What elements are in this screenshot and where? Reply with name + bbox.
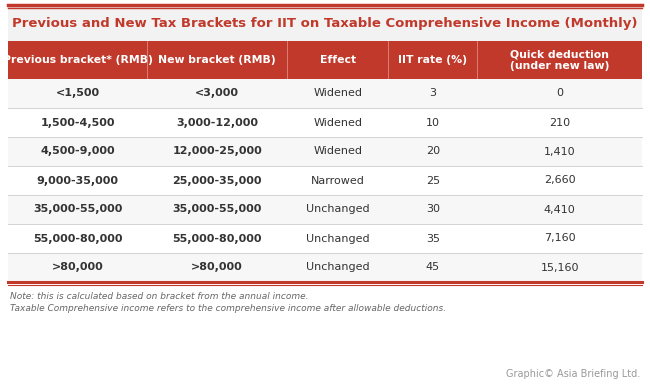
Bar [8, 166, 642, 195]
Text: IIT rate (%): IIT rate (%) [398, 55, 467, 65]
Text: Unchanged: Unchanged [306, 233, 369, 243]
Text: 0: 0 [556, 89, 563, 99]
Text: Widened: Widened [313, 89, 362, 99]
Text: <3,000: <3,000 [195, 89, 239, 99]
Text: Unchanged: Unchanged [306, 204, 369, 214]
Text: 55,000-80,000: 55,000-80,000 [33, 233, 122, 243]
Bar [8, 41, 642, 79]
Text: 3,000-12,000: 3,000-12,000 [176, 117, 258, 127]
Bar [8, 5, 642, 41]
Text: Widened: Widened [313, 117, 362, 127]
Text: 210: 210 [549, 117, 570, 127]
Bar [8, 253, 642, 282]
Bar [8, 224, 642, 253]
Text: 35,000-55,000: 35,000-55,000 [172, 204, 262, 214]
Text: New bracket (RMB): New bracket (RMB) [159, 55, 276, 65]
Text: 4,410: 4,410 [543, 204, 575, 214]
Text: Previous and New Tax Brackets for IIT on Taxable Comprehensive Income (Monthly): Previous and New Tax Brackets for IIT on… [12, 17, 638, 30]
Text: 9,000-35,000: 9,000-35,000 [37, 176, 119, 186]
Text: 55,000-80,000: 55,000-80,000 [172, 233, 262, 243]
Text: 2,660: 2,660 [544, 176, 575, 186]
Text: 12,000-25,000: 12,000-25,000 [172, 147, 262, 156]
Text: >80,000: >80,000 [191, 263, 243, 273]
Text: 20: 20 [426, 147, 440, 156]
Bar [8, 108, 642, 137]
Bar [8, 137, 642, 166]
Text: 25,000-35,000: 25,000-35,000 [172, 176, 262, 186]
Text: <1,500: <1,500 [56, 89, 100, 99]
Text: >80,000: >80,000 [52, 263, 103, 273]
Text: Unchanged: Unchanged [306, 263, 369, 273]
Text: Note: this is calculated based on bracket from the annual income.: Note: this is calculated based on bracke… [10, 292, 309, 301]
Text: 30: 30 [426, 204, 440, 214]
Bar [8, 79, 642, 108]
Bar [8, 195, 642, 224]
Text: 15,160: 15,160 [540, 263, 579, 273]
Text: Narrowed: Narrowed [311, 176, 365, 186]
Text: 10: 10 [426, 117, 440, 127]
Text: 1,410: 1,410 [544, 147, 575, 156]
Text: Taxable Comprehensive income refers to the comprehensive income after allowable : Taxable Comprehensive income refers to t… [10, 304, 446, 313]
Text: 3: 3 [429, 89, 436, 99]
Text: 35: 35 [426, 233, 440, 243]
Text: 7,160: 7,160 [544, 233, 575, 243]
Text: 4,500-9,000: 4,500-9,000 [40, 147, 115, 156]
Text: Effect: Effect [320, 55, 356, 65]
Text: Previous bracket* (RMB): Previous bracket* (RMB) [3, 55, 153, 65]
Text: 25: 25 [426, 176, 440, 186]
Text: Quick deduction
(under new law): Quick deduction (under new law) [510, 49, 609, 71]
Text: 1,500-4,500: 1,500-4,500 [40, 117, 115, 127]
Text: 45: 45 [426, 263, 440, 273]
Text: Graphic© Asia Briefing Ltd.: Graphic© Asia Briefing Ltd. [506, 369, 640, 379]
Text: 35,000-55,000: 35,000-55,000 [33, 204, 122, 214]
Text: Widened: Widened [313, 147, 362, 156]
